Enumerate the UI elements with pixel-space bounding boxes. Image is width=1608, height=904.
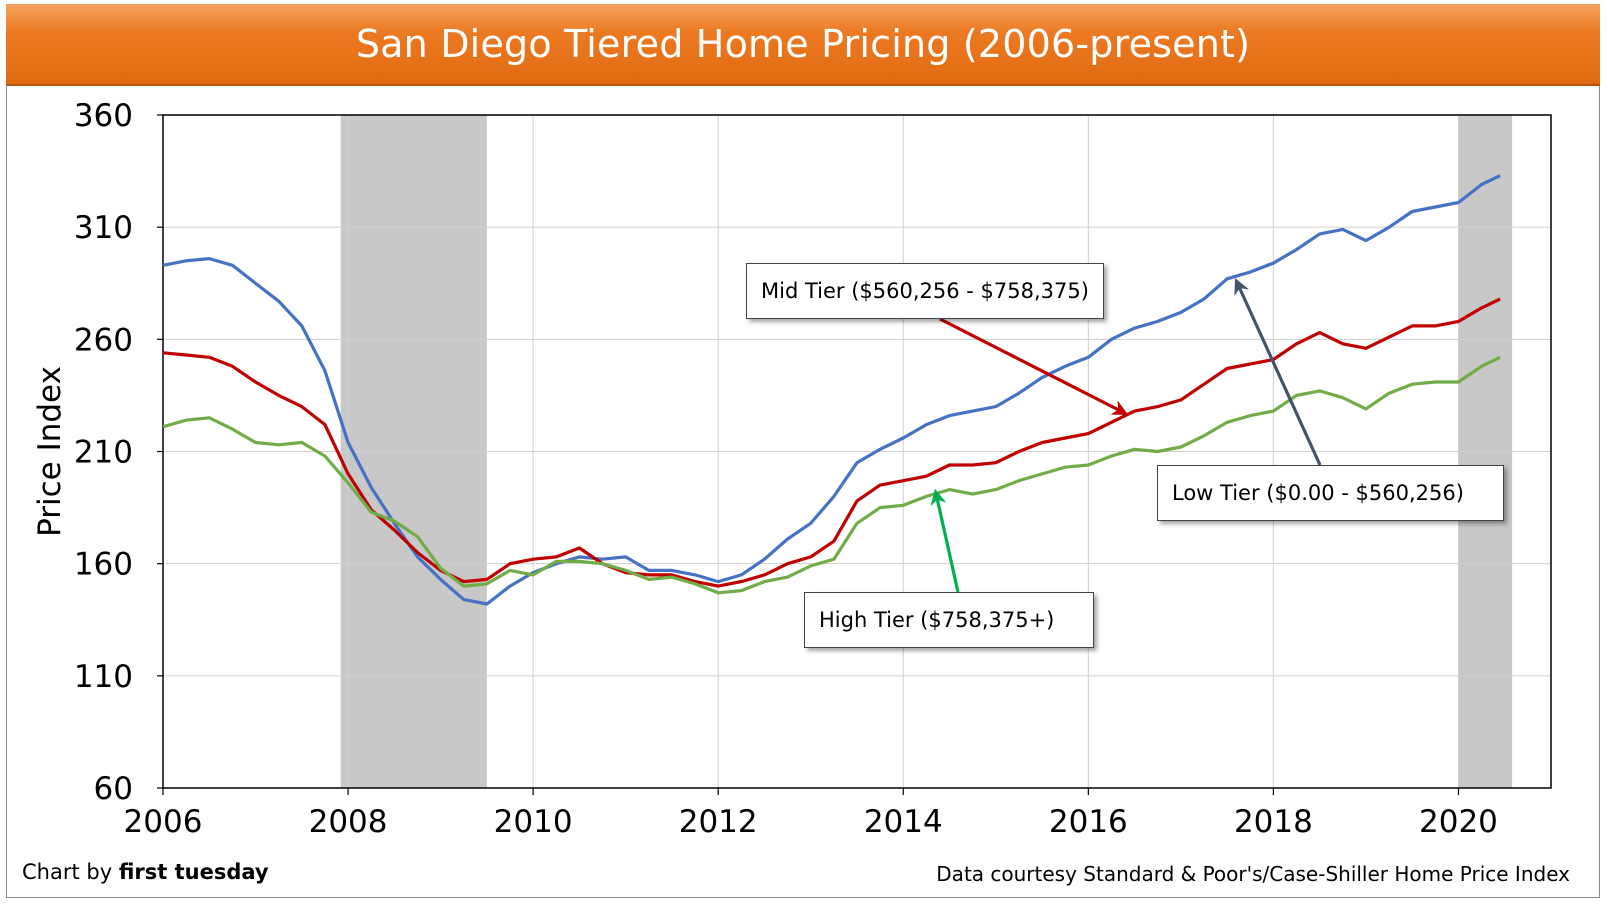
y-tick-label: 160 (74, 547, 133, 583)
series-line (162, 355, 1501, 595)
y-tick-label: 260 (74, 322, 133, 358)
series-line (162, 174, 1501, 606)
x-tick-label: 2018 (1234, 804, 1313, 840)
series-lines (162, 174, 1501, 606)
annotation-arrow (1234, 278, 1322, 466)
annotation-low-tier-label: Low Tier ($0.00 - $560,256) (1172, 481, 1464, 505)
annotation-arrow (939, 317, 1129, 415)
annotation-arrow (930, 488, 960, 593)
x-tick-label: 2016 (1049, 804, 1128, 840)
y-axis-ticks: 60 110 160 210 260 310 360 (74, 98, 163, 807)
annotation-mid-tier: Mid Tier ($560,256 - $758,375) (746, 263, 1104, 319)
y-tick-label: 360 (74, 98, 133, 134)
y-tick-label: 60 (94, 771, 133, 807)
annotation-high-tier-label: High Tier ($758,375+) (819, 608, 1055, 632)
x-tick-label: 2008 (309, 804, 388, 840)
chart-title: San Diego Tiered Home Pricing (2006-pres… (355, 22, 1251, 66)
series-line (162, 297, 1501, 588)
annotation-arrows (930, 278, 1322, 593)
x-tick-label: 2020 (1419, 804, 1498, 840)
y-tick-label: 310 (74, 210, 133, 246)
credit-prefix: Chart by (22, 860, 119, 884)
x-axis-ticks: 2006 2008 2010 2012 2014 2016 2018 2020 (124, 788, 1498, 840)
y-tick-label: 210 (74, 435, 133, 471)
chart-credit: Chart by first tuesday (22, 860, 269, 884)
x-tick-label: 2010 (494, 804, 573, 840)
y-axis-label: Price Index (32, 366, 68, 537)
annotation-mid-tier-label: Mid Tier ($560,256 - $758,375) (761, 279, 1089, 303)
credit-brand: first tuesday (118, 860, 269, 884)
x-tick-label: 2014 (864, 804, 943, 840)
title-bar: San Diego Tiered Home Pricing (2006-pres… (6, 4, 1600, 86)
data-source: Data courtesy Standard & Poor's/Case-Shi… (936, 862, 1570, 886)
y-tick-label: 110 (74, 659, 133, 695)
grid-lines (163, 115, 1551, 788)
x-tick-label: 2012 (679, 804, 758, 840)
annotation-low-tier: Low Tier ($0.00 - $560,256) (1157, 465, 1504, 521)
annotation-high-tier: High Tier ($758,375+) (804, 592, 1094, 648)
x-tick-label: 2006 (124, 804, 203, 840)
